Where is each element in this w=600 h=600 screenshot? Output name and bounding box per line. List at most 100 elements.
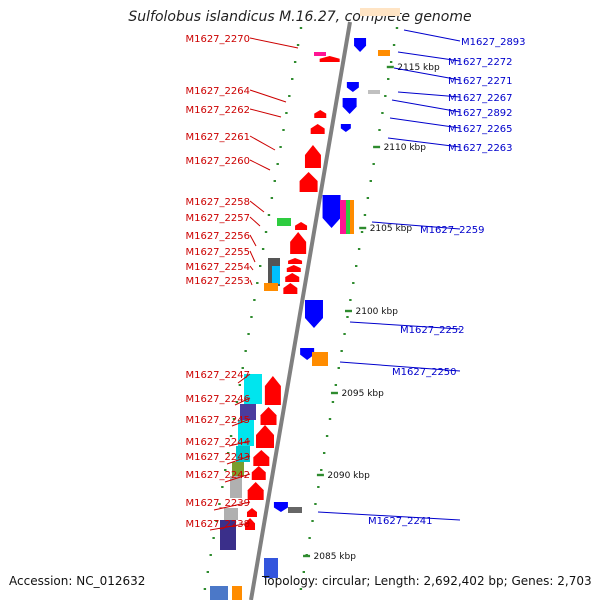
forward-gene-label: M1627_2270 xyxy=(185,34,250,45)
forward-gene-glyph xyxy=(304,145,321,168)
forward-leader-line xyxy=(209,522,251,531)
forward-gene-glyph xyxy=(299,172,318,192)
left-ring-dot xyxy=(247,333,250,335)
forward-gene-glyph xyxy=(295,222,308,230)
left-ring-dot xyxy=(293,61,297,63)
forward-leader-line xyxy=(224,473,251,483)
misc-feature-glyph xyxy=(236,446,250,462)
forward-gene-glyph xyxy=(283,283,298,294)
forward-leader-line xyxy=(249,108,282,118)
scale-label: 2115 kbp xyxy=(397,63,440,73)
right-ring-dot xyxy=(378,129,381,131)
misc-feature-glyph xyxy=(224,508,238,520)
scale-label: 2110 kbp xyxy=(384,143,427,153)
forward-gene-label: M1627_2245 xyxy=(185,415,250,426)
scale-label: 2090 kbp xyxy=(327,471,370,481)
forward-leader-line xyxy=(249,89,287,103)
right-ring-dot xyxy=(346,316,349,318)
forward-gene-label: M1627_2239 xyxy=(185,498,250,509)
forward-leader-line xyxy=(228,440,251,447)
reverse-leader-line xyxy=(387,137,461,148)
left-ring-dot xyxy=(282,129,285,131)
forward-gene-glyph xyxy=(251,466,266,480)
left-ring-dot xyxy=(285,112,288,114)
scale-label: 2100 kbp xyxy=(356,307,399,317)
left-ring-dot xyxy=(291,78,294,80)
reverse-gene-glyph xyxy=(346,82,359,92)
left-ring-dot xyxy=(264,231,268,233)
reverse-leader-line xyxy=(317,511,461,521)
scale-tick xyxy=(330,391,338,395)
left-ring-dot xyxy=(206,571,209,573)
left-ring-dot xyxy=(215,520,218,522)
forward-leader-line xyxy=(234,397,251,406)
scale-tick xyxy=(345,309,352,313)
misc-feature-glyph xyxy=(244,374,262,404)
right-ring-dot xyxy=(363,214,367,216)
right-ring-dot xyxy=(314,503,317,505)
right-ring-dot xyxy=(308,537,311,539)
forward-gene-glyph xyxy=(290,232,307,254)
forward-leader-line xyxy=(213,501,251,511)
right-ring-dot xyxy=(302,571,305,573)
left-ring-dot xyxy=(224,469,227,471)
misc-feature-glyph xyxy=(340,200,348,234)
topology-summary: Topology: circular; Length: 2,692,402 bp… xyxy=(262,574,592,588)
left-ring-dot xyxy=(203,588,207,590)
misc-feature-glyph xyxy=(378,50,390,56)
left-ring-dot xyxy=(235,401,239,403)
scale-label: 2085 kbp xyxy=(314,552,357,562)
right-ring-dot xyxy=(337,367,340,369)
misc-feature-glyph xyxy=(277,218,291,226)
reverse-leader-line xyxy=(391,99,461,113)
misc-feature-glyph xyxy=(232,586,242,600)
forward-leader-line xyxy=(249,234,257,247)
forward-leader-line xyxy=(249,159,271,171)
forward-leader-line xyxy=(249,279,253,286)
gene-labels: M1627_2270 M1627_2264 M1627_2262 M1627_2261… xyxy=(185,34,525,530)
forward-gene-glyph xyxy=(253,450,270,466)
left-ring-dot xyxy=(212,537,215,539)
right-ring-dot xyxy=(322,452,326,454)
forward-gene-label: M1627_2256 xyxy=(185,231,250,242)
misc-feature-glyph xyxy=(360,8,400,16)
reverse-gene-glyph xyxy=(264,558,278,578)
right-ring-dot xyxy=(381,112,384,114)
reverse-gene-label: M1627_2893 xyxy=(461,37,526,48)
misc-feature-glyph xyxy=(288,507,302,513)
left-ring-dot xyxy=(238,384,242,386)
reverse-leader-line xyxy=(397,51,461,62)
right-ring-dot xyxy=(311,520,314,522)
forward-gene-label: M1627_2253 xyxy=(185,276,250,287)
misc-feature-glyph xyxy=(210,586,228,600)
misc-feature-glyph xyxy=(368,90,380,94)
forward-gene-glyph xyxy=(246,508,257,517)
reverse-gene-glyph xyxy=(342,98,357,114)
right-ring-dot xyxy=(331,401,335,403)
left-ring-dot xyxy=(256,282,259,284)
right-ring-dot xyxy=(328,418,332,420)
reverse-gene-glyph xyxy=(322,195,341,228)
right-ring-dot xyxy=(317,486,320,488)
reverse-gene-label: M1627_2892 xyxy=(448,108,513,119)
forward-gene-glyph xyxy=(247,482,264,500)
forward-gene-label: M1627_2254 xyxy=(185,262,250,273)
reverse-gene-label: M1627_2263 xyxy=(448,143,513,154)
left-ring-dot xyxy=(253,299,256,301)
forward-gene-glyph xyxy=(285,273,300,282)
right-ring-dot xyxy=(360,231,364,233)
forward-gene-label: M1627_2258 xyxy=(185,197,250,208)
left-ring-dot xyxy=(221,486,224,488)
reverse-gene-glyph xyxy=(273,502,288,512)
forward-gene-glyph xyxy=(319,56,340,62)
right-ring-dot xyxy=(355,265,358,267)
forward-leader-line xyxy=(249,37,299,49)
right-ring-dot xyxy=(320,469,323,471)
reverse-gene-label: M1627_2271 xyxy=(448,76,513,87)
forward-gene-label: M1627_2264 xyxy=(185,86,250,97)
misc-feature-glyph xyxy=(272,266,280,284)
left-ring-dot xyxy=(299,27,303,29)
reverse-gene-glyph xyxy=(340,124,351,132)
right-ring-dot xyxy=(372,163,375,165)
forward-gene-label: M1627_2257 xyxy=(185,213,250,224)
